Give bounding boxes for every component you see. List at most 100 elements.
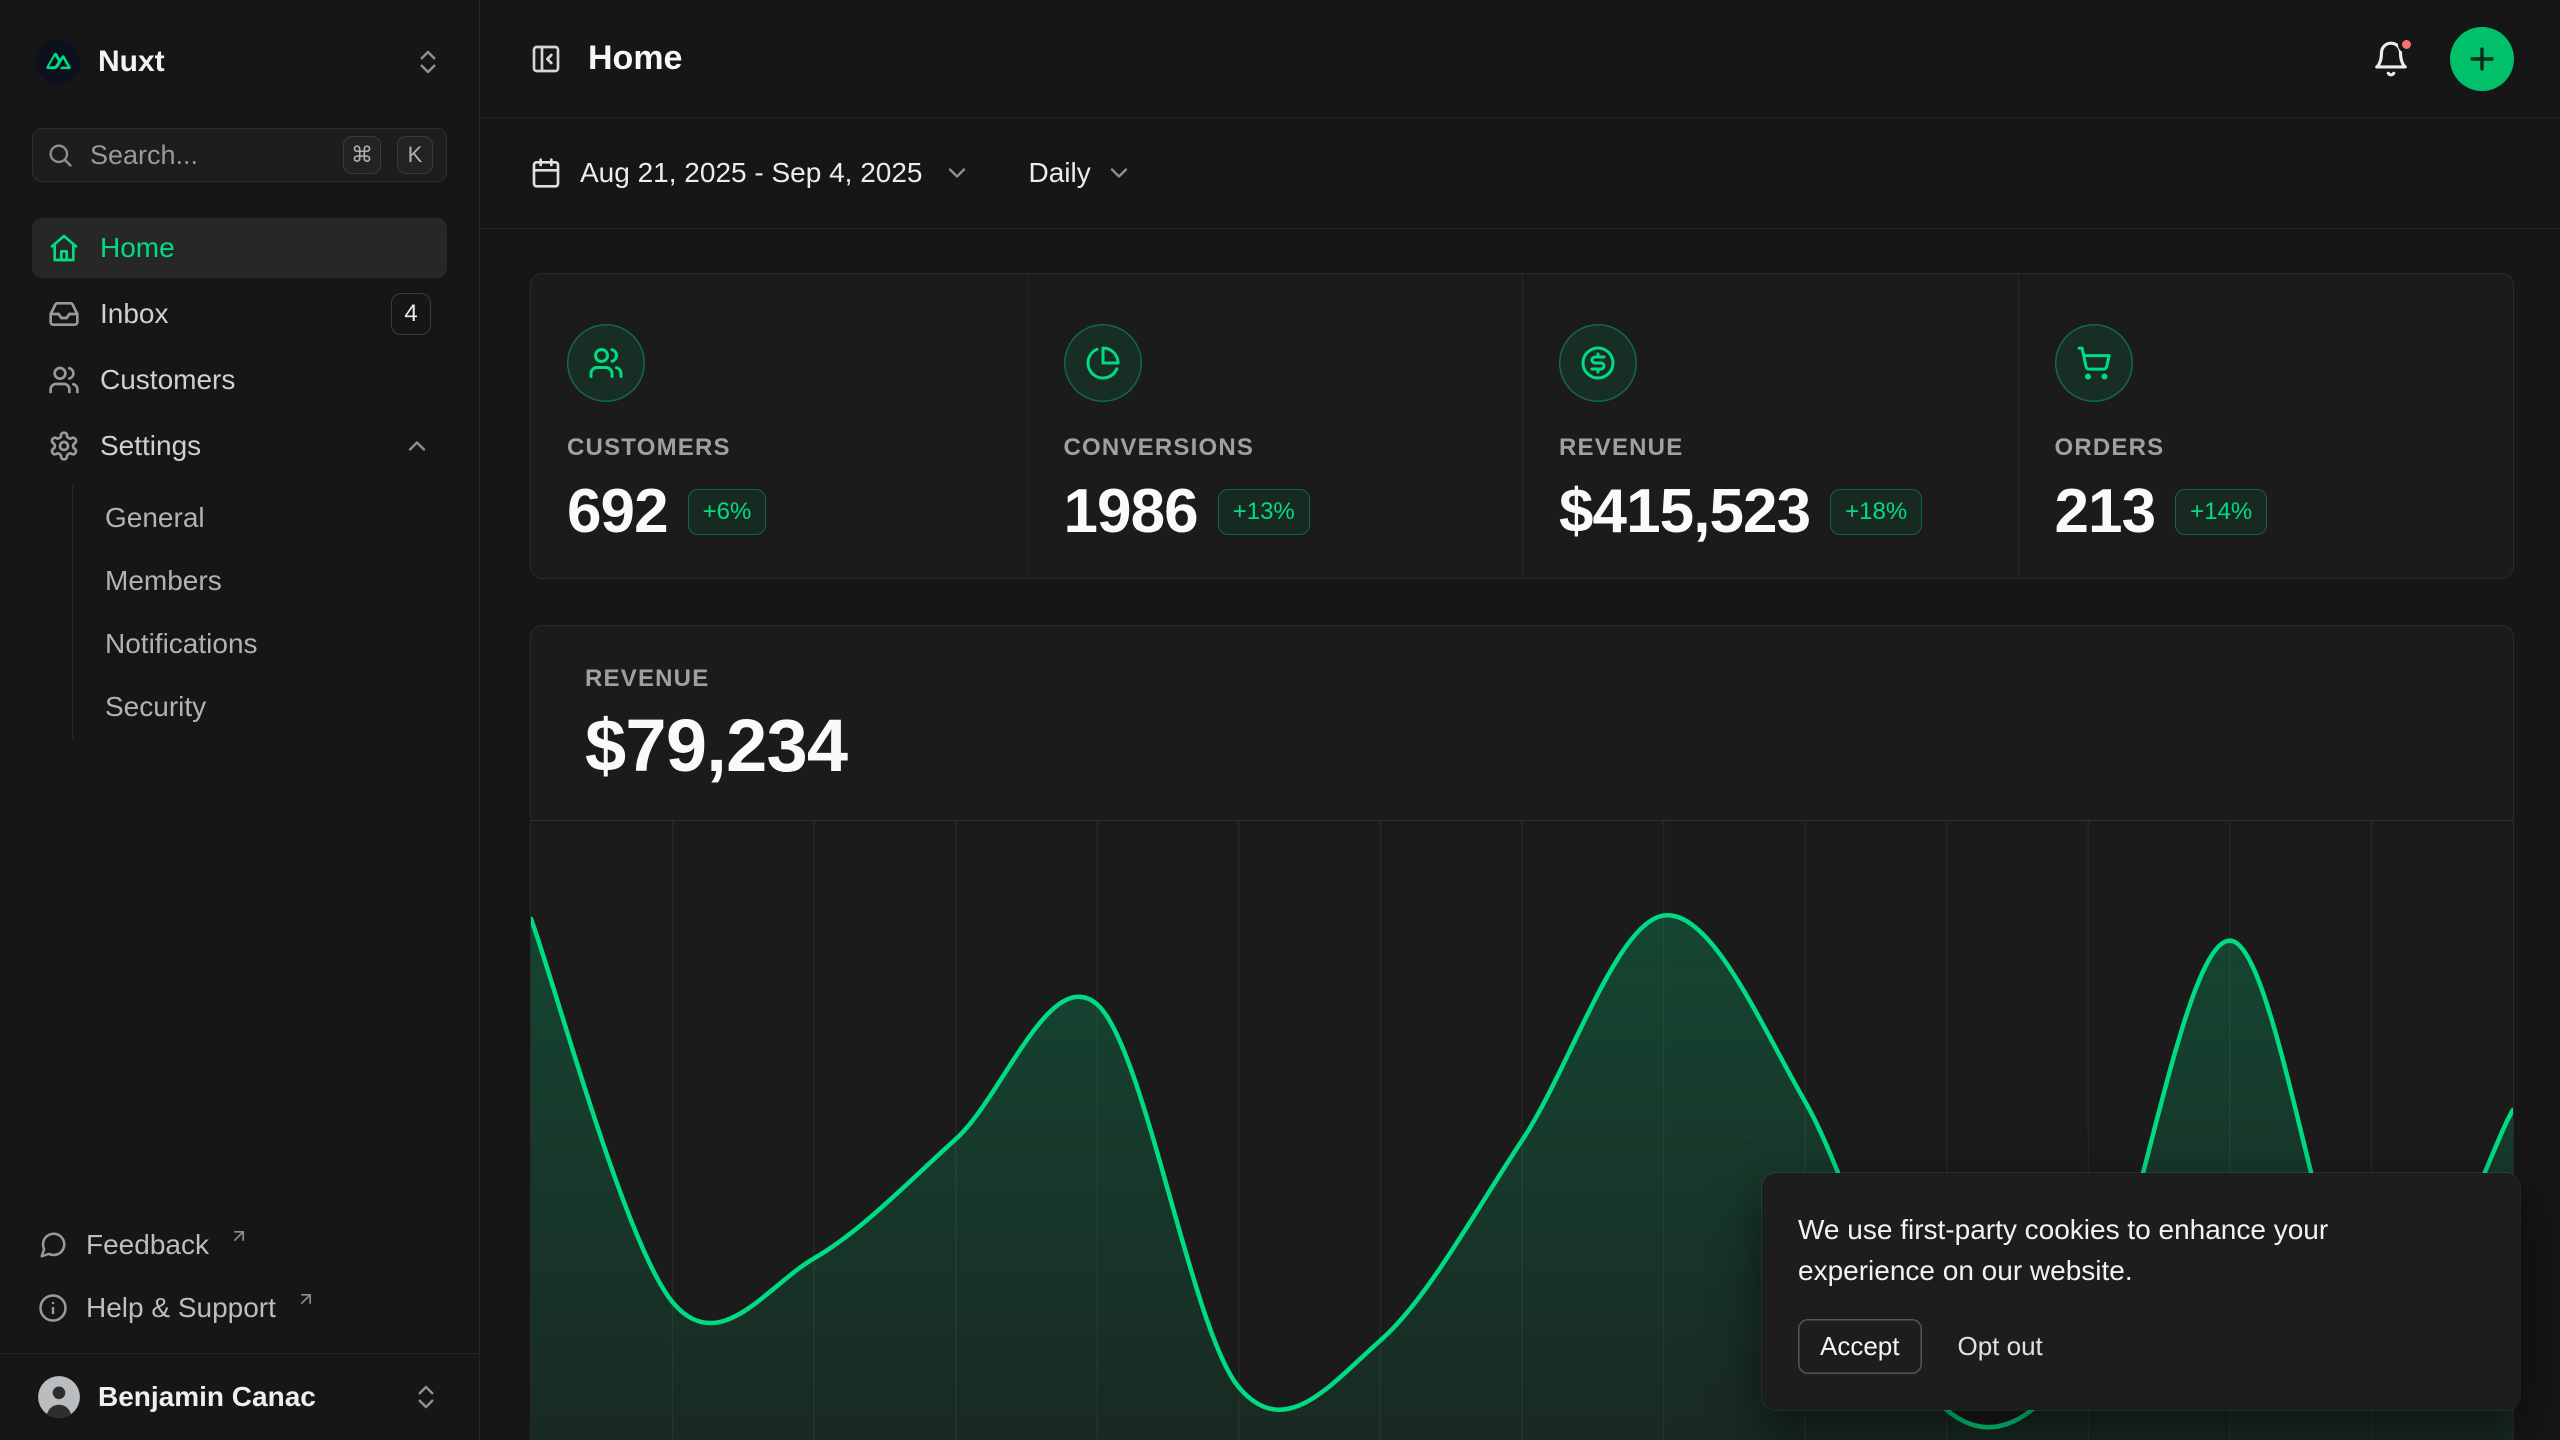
stat-label: CUSTOMERS <box>567 434 731 461</box>
stat-orders: ORDERS 213 +14% <box>2017 274 2514 578</box>
avatar <box>38 1376 80 1418</box>
home-icon <box>50 234 78 262</box>
topbar: Home <box>480 0 2560 118</box>
sidebar-item-security[interactable]: Security <box>105 675 447 738</box>
workspace-name: Nuxt <box>98 45 165 78</box>
workspace-switcher[interactable]: Nuxt <box>36 30 443 94</box>
nuxt-logo-icon <box>36 40 80 84</box>
inbox-icon <box>49 302 79 326</box>
sidebar-item-notifications[interactable]: Notifications <box>105 612 447 675</box>
filters-row: Aug 21, 2025 - Sep 4, 2025 Daily <box>480 118 2560 229</box>
revenue-chart-value: $79,234 <box>585 704 848 787</box>
stat-icon-circle <box>1559 324 1637 402</box>
sidebar-item-home[interactable]: Home <box>32 218 447 278</box>
sidebar-item-inbox[interactable]: Inbox 4 <box>32 284 447 344</box>
date-range-picker[interactable]: Aug 21, 2025 - Sep 4, 2025 <box>530 157 971 189</box>
sidebar: Nuxt Search... ⌘ K Home Inbox 4 Customer… <box>0 0 480 1440</box>
stat-delta-badge: +6% <box>687 488 767 535</box>
dollar-circle-icon <box>1581 346 1615 380</box>
stat-delta-badge: +14% <box>2175 488 2268 535</box>
sidebar-spacer <box>32 738 447 1213</box>
sidebar-collapse-button[interactable] <box>530 43 562 75</box>
settings-sub-list: General Members Notifications Security <box>72 486 447 738</box>
stat-label: REVENUE <box>1559 434 1684 461</box>
help-support-label: Help & Support <box>86 1291 276 1323</box>
stat-value: 692 <box>567 477 669 546</box>
stat-value: 1986 <box>1063 477 1199 546</box>
plus-icon <box>2470 46 2494 71</box>
cookie-message: We use first-party cookies to enhance yo… <box>1798 1214 2329 1286</box>
sidebar-item-label: Customers <box>100 364 236 395</box>
chevron-down-icon <box>948 168 965 178</box>
stat-delta-badge: +13% <box>1217 488 1310 535</box>
sidebar-item-customers[interactable]: Customers <box>32 350 447 410</box>
kbd-k: K <box>397 136 433 174</box>
user-menu[interactable]: Benjamin Canac <box>0 1353 479 1440</box>
sidebar-footer-links: Feedback Help & Support <box>32 1213 447 1339</box>
sidebar-nav: Home Inbox 4 Customers Settings General … <box>32 218 447 738</box>
revenue-chart-header: REVENUE $79,234 <box>531 626 2513 788</box>
sidebar-item-members[interactable]: Members <box>105 549 447 612</box>
period-select[interactable]: Daily <box>1029 157 1133 189</box>
stat-icon-circle <box>567 324 645 402</box>
sub-item-label: Notifications <box>105 627 258 659</box>
revenue-chart-label: REVENUE <box>585 665 710 692</box>
feedback-link[interactable]: Feedback <box>38 1213 441 1276</box>
search-icon <box>49 144 72 167</box>
page-title: Home <box>588 39 683 77</box>
topbar-actions <box>2372 26 2514 91</box>
sidebar-item-label: Inbox <box>100 298 169 329</box>
stat-value: 213 <box>2054 477 2157 546</box>
inbox-count-badge: 4 <box>391 293 431 335</box>
sidebar-item-general[interactable]: General <box>105 486 447 549</box>
arrow-up-right-icon <box>233 1230 244 1241</box>
users-icon <box>589 348 623 378</box>
chevron-down-icon <box>1110 168 1127 178</box>
sub-item-label: General <box>105 501 205 533</box>
calendar-icon <box>532 158 560 188</box>
stats-card: CUSTOMERS 692 +6% CONVERSIONS 1986 +13% <box>530 273 2514 579</box>
cookie-banner: We use first-party cookies to enhance yo… <box>1762 1173 2520 1410</box>
arrow-up-right-icon <box>300 1293 311 1304</box>
notifications-button[interactable] <box>2372 35 2415 78</box>
sidebar-item-label: Settings <box>100 430 202 461</box>
stat-icon-circle <box>1063 324 1142 402</box>
stat-customers: CUSTOMERS 692 +6% <box>531 274 1027 578</box>
user-name: Benjamin Canac <box>98 1381 316 1412</box>
kbd-cmd: ⌘ <box>343 136 381 174</box>
date-range-value: Aug 21, 2025 - Sep 4, 2025 <box>580 157 923 188</box>
pie-chart-icon <box>1086 346 1119 380</box>
sub-item-label: Members <box>105 564 222 596</box>
sub-item-label: Security <box>105 690 207 722</box>
opt-out-button[interactable]: Opt out <box>1957 1331 2043 1361</box>
stat-value: $415,523 <box>1559 477 1811 546</box>
gear-icon <box>50 431 78 461</box>
cookie-actions: Accept Opt out <box>1798 1319 2484 1374</box>
add-button[interactable] <box>2450 26 2514 91</box>
unread-dot <box>2398 35 2415 53</box>
bell-icon <box>2375 41 2407 76</box>
stat-label: ORDERS <box>2054 434 2165 461</box>
shopping-cart-icon <box>2077 346 2111 380</box>
stat-delta-badge: +18% <box>1830 488 1923 535</box>
sidebar-item-label: Home <box>100 232 175 263</box>
sidebar-item-settings[interactable]: Settings <box>32 416 447 476</box>
stat-conversions: CONVERSIONS 1986 +13% <box>1026 274 1523 578</box>
period-value: Daily <box>1028 157 1091 188</box>
chevrons-up-down-icon <box>418 1385 434 1409</box>
chat-bubble-icon <box>40 1231 66 1257</box>
search-input[interactable]: Search... ⌘ K <box>32 128 447 182</box>
users-icon <box>49 366 79 394</box>
accept-button[interactable]: Accept <box>1798 1319 1922 1374</box>
stat-icon-circle <box>2054 324 2133 402</box>
panel-left-close-icon <box>532 45 560 72</box>
chevrons-up-down-icon <box>420 50 436 74</box>
feedback-label: Feedback <box>86 1228 209 1260</box>
search-placeholder: Search... <box>90 139 199 170</box>
stat-revenue: REVENUE $415,523 +18% <box>1522 274 2018 578</box>
help-support-link[interactable]: Help & Support <box>38 1276 441 1339</box>
stat-label: CONVERSIONS <box>1063 434 1255 461</box>
chevron-up-icon <box>408 441 426 451</box>
info-circle-icon <box>39 1293 67 1322</box>
